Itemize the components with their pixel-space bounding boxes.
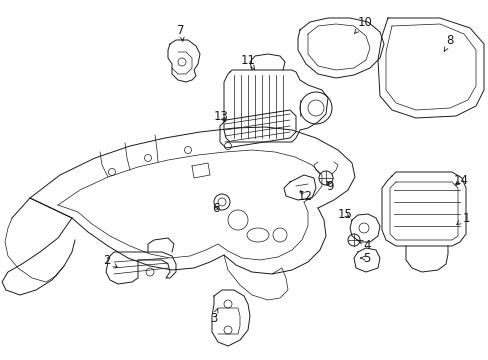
Text: 15: 15 xyxy=(337,207,352,220)
Text: 2: 2 xyxy=(103,253,117,267)
Text: 9: 9 xyxy=(325,180,333,193)
Text: 14: 14 xyxy=(452,174,468,186)
Text: 7: 7 xyxy=(177,23,184,41)
Text: 8: 8 xyxy=(443,33,453,52)
Text: 10: 10 xyxy=(354,15,372,33)
Text: 3: 3 xyxy=(210,309,218,324)
Text: 11: 11 xyxy=(240,54,255,69)
Text: 1: 1 xyxy=(456,212,469,225)
Text: 13: 13 xyxy=(213,109,228,122)
Text: 6: 6 xyxy=(212,202,219,215)
Text: 12: 12 xyxy=(297,189,312,202)
Text: 4: 4 xyxy=(357,239,370,252)
Text: 5: 5 xyxy=(360,252,370,265)
